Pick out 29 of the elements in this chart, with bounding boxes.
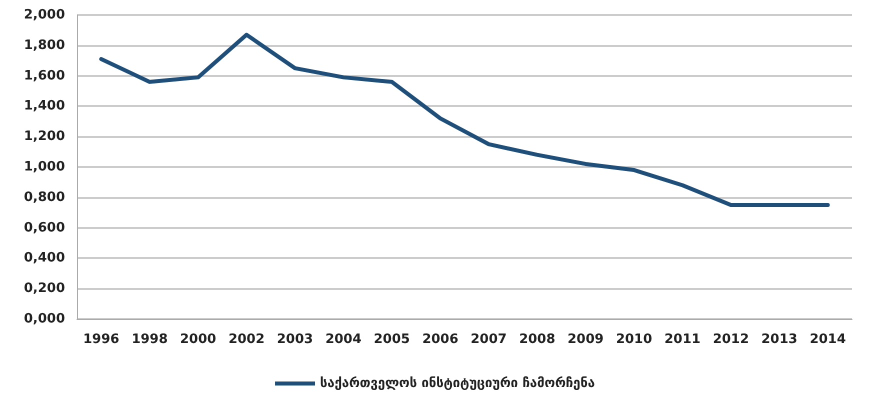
- y-tick-label: 1,400: [24, 98, 65, 114]
- y-tick-label: 0,800: [24, 190, 65, 205]
- x-tick-label: 2011: [664, 332, 701, 347]
- y-tick-label: 1,600: [24, 68, 65, 84]
- y-tick-label: 1,800: [24, 38, 65, 53]
- x-tick-label: 2006: [422, 332, 458, 347]
- x-tick-label: 2012: [712, 332, 749, 347]
- y-tick-label: 0,200: [24, 281, 65, 296]
- x-tick-label: 2014: [810, 332, 846, 347]
- x-tick-label: 2005: [374, 332, 410, 347]
- y-tick-label: 2,000: [24, 8, 65, 22]
- x-tick-label: 2004: [325, 332, 362, 347]
- y-tick-label: 0,600: [24, 220, 65, 236]
- y-tick-label: 1,200: [24, 129, 65, 144]
- x-tick-label: 1996: [83, 332, 120, 347]
- x-tick-label: 2008: [519, 332, 556, 347]
- legend-label: საქართველოს ინსტიტუციური ჩამორჩენა: [320, 376, 595, 391]
- x-tick-label: 2003: [276, 332, 314, 347]
- y-tick-label: 0,400: [24, 250, 65, 266]
- line-series: [99, 32, 830, 207]
- y-tick-label: 0,000: [24, 312, 65, 326]
- x-tick-label: 2013: [761, 332, 798, 347]
- x-tick-label: 2007: [470, 332, 507, 347]
- x-tick-label: 2009: [568, 332, 604, 347]
- y-tick-label: 1,000: [24, 160, 65, 174]
- x-tick-label: 2000: [180, 332, 216, 347]
- x-tick-label: 2010: [616, 332, 652, 347]
- x-tick-label: 2002: [228, 332, 265, 347]
- x-tick-label: 1998: [132, 332, 168, 347]
